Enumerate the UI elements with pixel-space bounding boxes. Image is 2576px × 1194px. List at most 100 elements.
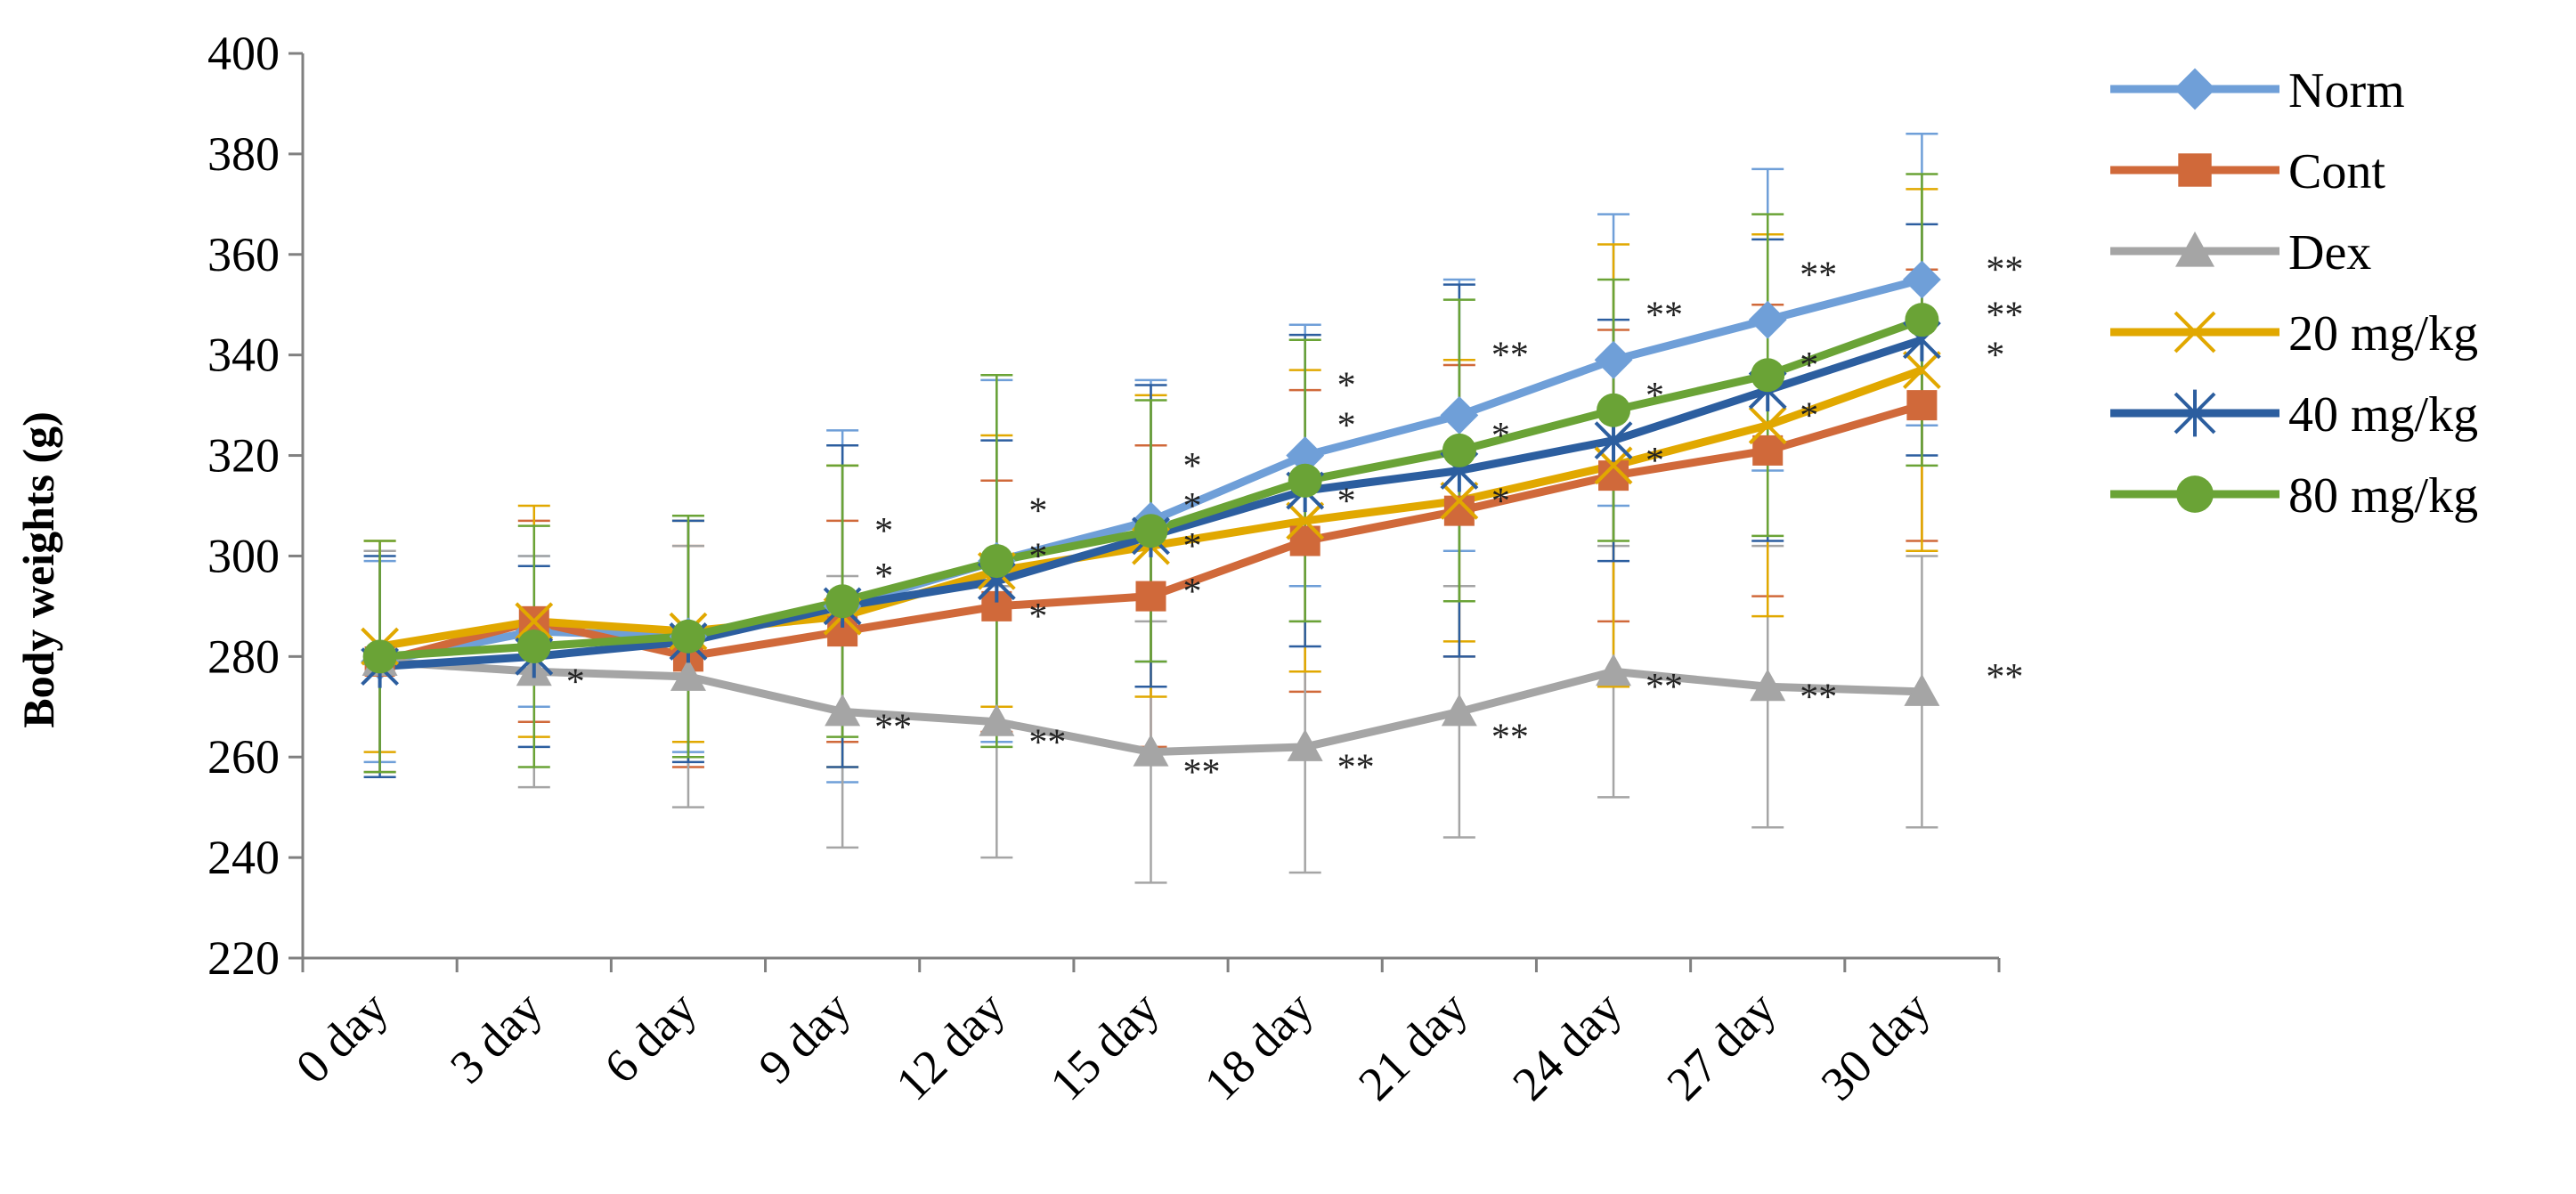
legend-label: 40 mg/kg	[2288, 387, 2478, 443]
x-tick-label: 15 day	[1040, 981, 1169, 1110]
significance-marker: **	[1491, 336, 1529, 377]
y-tick-label: 340	[207, 329, 280, 382]
x-tick-label: 21 day	[1348, 981, 1477, 1110]
significance-marker: **	[1800, 677, 1837, 718]
significance-marker: *	[1028, 536, 1047, 577]
legend-marker	[2175, 231, 2214, 267]
data-point-80-mg-kg	[1597, 393, 1631, 427]
x-tick-label: 3 day	[440, 981, 552, 1093]
significance-marker: *	[1183, 572, 1202, 613]
data-point-norm	[1748, 300, 1787, 339]
y-tick-label: 280	[207, 629, 280, 683]
data-point-dex	[1904, 673, 1940, 706]
data-point-80-mg-kg	[362, 639, 397, 674]
legend-label: Norm	[2288, 63, 2405, 118]
significance-marker: *	[1800, 395, 1818, 436]
data-point-80-mg-kg	[825, 584, 860, 619]
legend-marker	[2176, 475, 2214, 513]
legend-item: Dex	[2110, 225, 2371, 280]
data-point-cont	[1906, 390, 1938, 421]
data-point-80-mg-kg	[1905, 303, 1939, 337]
data-point-20-mg-kg	[515, 602, 554, 641]
x-tick-label: 12 day	[886, 981, 1015, 1110]
data-point-norm	[1440, 395, 1479, 435]
data-point-20-mg-kg	[1440, 481, 1479, 520]
significance-marker: *	[1337, 406, 1356, 447]
y-tick-label: 220	[207, 931, 280, 985]
x-tick-label: 6 day	[594, 981, 706, 1093]
data-point-80-mg-kg	[670, 619, 705, 654]
y-axis-title: Body weights (g)	[13, 411, 63, 728]
legend-item: Cont	[2110, 144, 2385, 199]
significance-marker: **	[1800, 255, 1837, 296]
significance-marker: *	[1183, 486, 1202, 527]
y-tick-label: 360	[207, 228, 280, 281]
legend-item: 40 mg/kg	[2110, 387, 2478, 443]
significance-marker: **	[1183, 752, 1221, 793]
y-tick-label: 320	[207, 429, 280, 483]
legend-item: Norm	[2110, 63, 2405, 118]
data-point-dex	[1287, 728, 1323, 761]
significance-marker: *	[1491, 416, 1510, 457]
significance-marker: **	[1491, 718, 1529, 759]
legend-marker	[2174, 389, 2216, 437]
x-tick-label: 0 day	[286, 981, 398, 1093]
data-point-80-mg-kg	[1751, 358, 1785, 393]
legend-marker	[2174, 68, 2216, 110]
data-point-80-mg-kg	[1442, 433, 1476, 467]
y-tick-label: 380	[207, 127, 280, 181]
legend-marker	[2174, 311, 2216, 353]
significance-marker: **	[874, 707, 912, 748]
significance-marker: *	[874, 556, 893, 597]
significance-marker: **	[1986, 657, 2023, 698]
data-point-20-mg-kg	[1286, 501, 1325, 540]
data-point-80-mg-kg	[979, 544, 1014, 579]
data-point-20-mg-kg	[1748, 406, 1787, 445]
legend-marker	[2178, 153, 2212, 187]
data-point-cont	[1752, 435, 1784, 466]
significance-marker: *	[1337, 366, 1356, 407]
significance-marker: *	[1491, 481, 1510, 522]
data-point-dex	[825, 694, 861, 727]
data-point-dex	[1596, 654, 1632, 686]
data-point-cont	[1135, 581, 1166, 612]
significance-marker: **	[1986, 296, 2023, 337]
significance-marker: **	[1646, 667, 1683, 708]
data-point-dex	[979, 703, 1015, 736]
legend-label: Dex	[2288, 225, 2371, 280]
legend-label: Cont	[2288, 144, 2385, 199]
data-point-80-mg-kg	[516, 629, 551, 664]
significance-marker: *	[1183, 446, 1202, 487]
y-tick-label: 240	[207, 831, 280, 884]
significance-marker: *	[1028, 597, 1047, 638]
significance-marker: *	[1337, 481, 1356, 522]
data-point-dex	[1441, 694, 1477, 727]
significance-marker: *	[874, 511, 893, 552]
x-tick-label: 24 day	[1502, 981, 1631, 1110]
significance-marker: **	[1646, 296, 1683, 337]
data-point-norm	[1594, 340, 1633, 379]
legend-label: 20 mg/kg	[2288, 306, 2478, 361]
legend-item: 20 mg/kg	[2110, 306, 2478, 361]
data-point-dex	[1750, 669, 1786, 702]
data-point-80-mg-kg	[1134, 514, 1168, 548]
significance-marker: **	[1986, 250, 2023, 291]
data-point-norm	[1902, 260, 1941, 299]
significance-marker: **	[1337, 748, 1375, 789]
significance-marker: *	[1646, 376, 1664, 417]
significance-marker: **	[1028, 722, 1066, 763]
x-tick-label: 30 day	[1811, 981, 1940, 1110]
y-tick-label: 300	[207, 529, 280, 582]
significance-marker: *	[1028, 491, 1047, 532]
significance-marker: *	[1183, 526, 1202, 567]
significance-marker: *	[1800, 345, 1818, 386]
data-point-80-mg-kg	[1288, 463, 1322, 498]
data-point-20-mg-kg	[1902, 351, 1941, 390]
x-tick-label: 18 day	[1194, 981, 1323, 1110]
significance-marker: *	[566, 662, 585, 703]
significance-marker: *	[1646, 441, 1664, 482]
x-tick-label: 27 day	[1656, 981, 1785, 1110]
legend-item: 80 mg/kg	[2110, 468, 2478, 524]
